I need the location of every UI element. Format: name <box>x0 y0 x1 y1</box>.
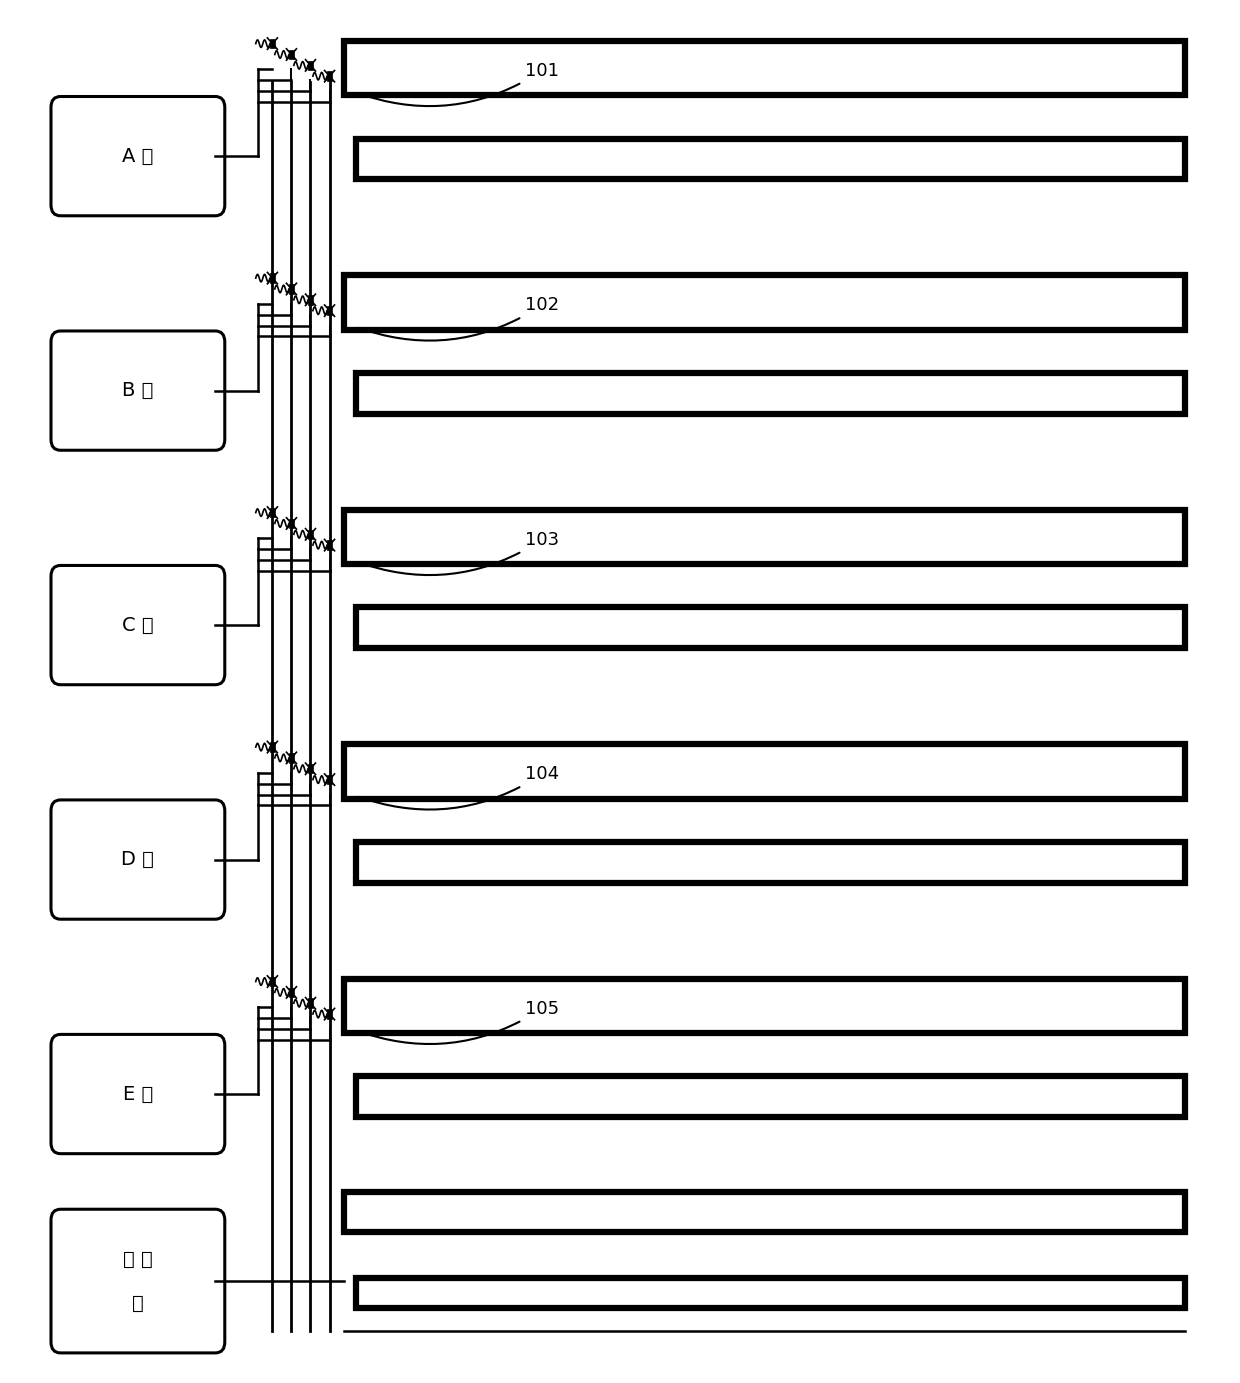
FancyBboxPatch shape <box>51 566 224 685</box>
Bar <box>343 41 1185 95</box>
Text: D 罐: D 罐 <box>122 851 154 869</box>
Bar <box>308 530 312 539</box>
Bar <box>356 842 1185 882</box>
Text: A 罐: A 罐 <box>123 147 154 166</box>
Bar <box>343 979 1185 1033</box>
Text: B 罐: B 罐 <box>123 382 154 400</box>
Bar <box>327 72 332 82</box>
Bar <box>327 1010 332 1019</box>
Text: 成 品

罐: 成 品 罐 <box>123 1250 153 1312</box>
Bar <box>308 295 312 304</box>
Bar <box>308 61 312 71</box>
Bar <box>327 541 332 550</box>
Bar <box>270 39 275 48</box>
Text: C 罐: C 罐 <box>122 615 154 635</box>
FancyBboxPatch shape <box>51 331 224 451</box>
Bar <box>270 976 275 986</box>
Bar <box>270 274 275 284</box>
FancyBboxPatch shape <box>51 97 224 216</box>
Text: 103: 103 <box>358 531 559 575</box>
Bar <box>356 373 1185 414</box>
Bar <box>270 743 275 752</box>
Bar <box>308 763 312 773</box>
Text: 104: 104 <box>358 765 559 809</box>
Text: 105: 105 <box>358 1000 559 1044</box>
Bar <box>289 519 294 528</box>
Bar <box>356 138 1185 180</box>
Bar <box>356 1076 1185 1117</box>
Bar <box>327 774 332 784</box>
FancyBboxPatch shape <box>51 1034 224 1153</box>
Bar <box>356 1278 1185 1308</box>
Text: E 罐: E 罐 <box>123 1084 153 1104</box>
Bar <box>327 306 332 315</box>
Text: 101: 101 <box>358 62 559 106</box>
Bar <box>289 285 294 293</box>
FancyBboxPatch shape <box>51 1209 224 1353</box>
Bar <box>343 744 1185 798</box>
FancyBboxPatch shape <box>51 799 224 920</box>
Bar <box>289 754 294 762</box>
Bar <box>270 508 275 517</box>
Bar <box>356 607 1185 649</box>
Bar <box>289 50 294 59</box>
Bar <box>289 987 294 997</box>
Bar <box>343 510 1185 564</box>
Bar <box>308 999 312 1008</box>
Bar <box>343 275 1185 329</box>
Text: 102: 102 <box>358 296 559 340</box>
Bar <box>343 1192 1185 1232</box>
